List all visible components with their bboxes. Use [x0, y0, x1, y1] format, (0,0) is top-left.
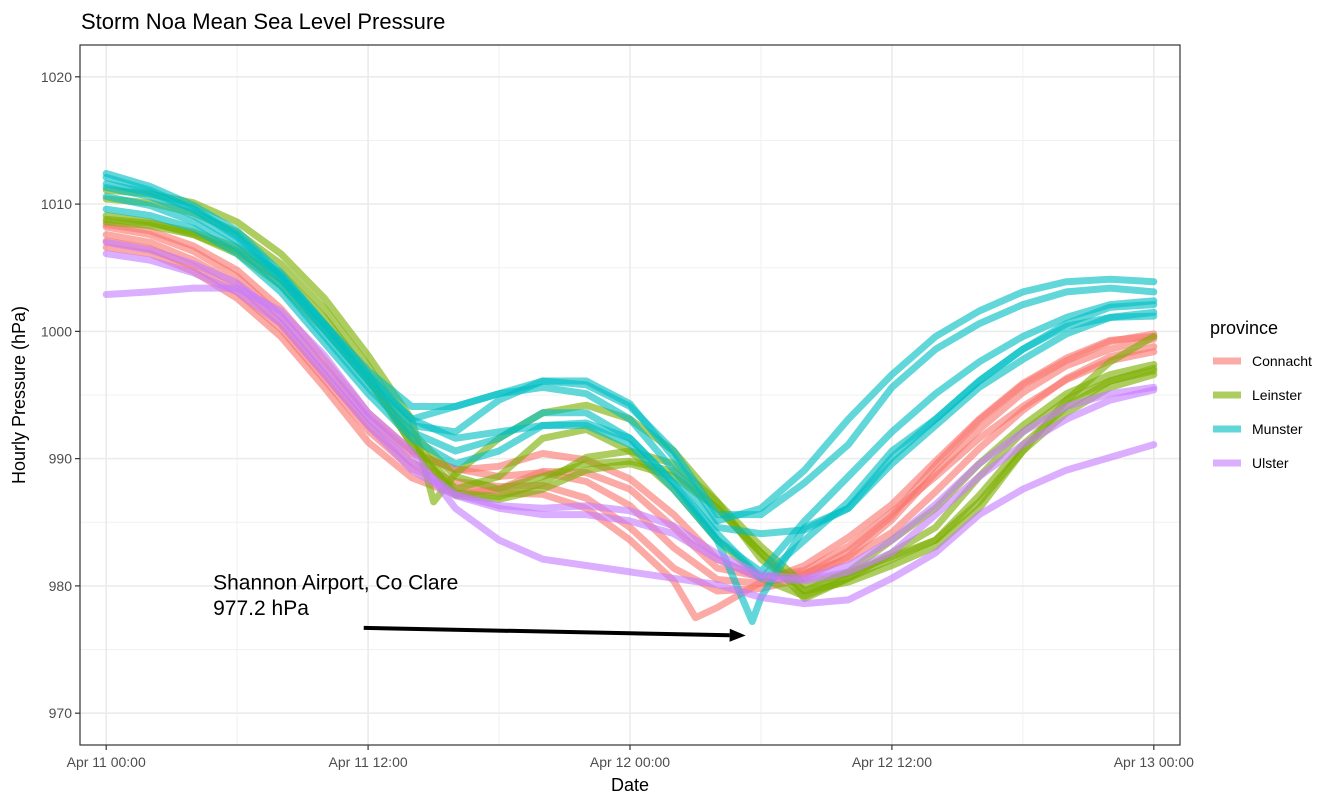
y-axis: 970 980 990 1000 1010 1020: [41, 69, 80, 721]
series-line-munster: [102, 180, 1158, 525]
series-line-ulster: [102, 238, 1158, 582]
legend-items: Connacht Leinster Munster Ulster: [1213, 353, 1312, 471]
legend-item-munster: Munster: [1213, 421, 1303, 437]
x-axis-title: Date: [611, 775, 649, 795]
chart-title: Storm Noa Mean Sea Level Pressure: [81, 9, 445, 34]
legend-item-ulster: Ulster: [1213, 455, 1289, 471]
y-tick-label: 980: [49, 578, 73, 594]
legend: province Connacht Leinster Munster Ulster: [1210, 318, 1312, 471]
annotation-station: Shannon Airport, Co Clare: [213, 572, 458, 595]
series-line-connacht: [102, 243, 1158, 581]
legend-label: Munster: [1252, 421, 1303, 437]
x-tick-label: Apr 13 00:00: [1114, 754, 1194, 770]
y-tick-label: 990: [49, 451, 73, 467]
x-tick-label: Apr 11 00:00: [67, 754, 146, 770]
legend-label: Connacht: [1252, 353, 1312, 369]
x-tick-label: Apr 11 12:00: [329, 754, 408, 770]
plot-area: Shannon Airport, Co Clare 977.2 hPa: [79, 44, 1181, 746]
y-tick-label: 1010: [41, 196, 72, 212]
legend-title: province: [1210, 318, 1278, 338]
y-tick-label: 1000: [41, 323, 72, 339]
y-tick-label: 970: [49, 705, 73, 721]
x-tick-label: Apr 12 12:00: [852, 754, 932, 770]
annotation-value: 977.2 hPa: [213, 597, 309, 620]
legend-item-leinster: Leinster: [1213, 387, 1302, 403]
series-layer: [102, 170, 1158, 625]
series-line-ulster: [102, 284, 1158, 608]
series-line-ulster: [102, 250, 1158, 585]
y-axis-title: Hourly Pressure (hPa): [9, 306, 29, 484]
annotation-arrow-head: [729, 628, 746, 642]
x-axis: Apr 11 00:00 Apr 11 12:00 Apr 12 00:00 Apr …: [67, 745, 1194, 770]
legend-label: Leinster: [1252, 387, 1302, 403]
y-tick-label: 1020: [41, 69, 72, 85]
legend-label: Ulster: [1252, 455, 1289, 471]
annotation-arrow: [363, 625, 730, 638]
annotation: Shannon Airport, Co Clare 977.2 hPa: [213, 572, 746, 642]
series-line-munster: [102, 205, 1158, 582]
legend-item-connacht: Connacht: [1213, 353, 1312, 369]
x-tick-label: Apr 12 00:00: [590, 754, 670, 770]
